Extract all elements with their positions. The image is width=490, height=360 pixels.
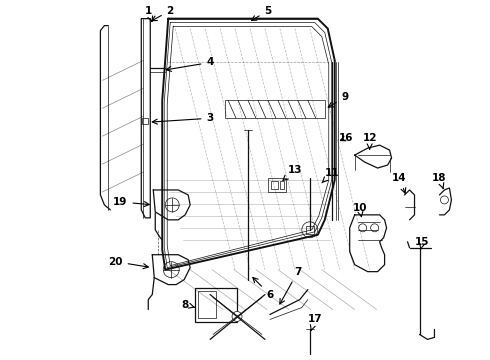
Text: 4: 4: [166, 58, 214, 71]
Circle shape: [359, 224, 367, 232]
Text: 11: 11: [322, 168, 339, 183]
Bar: [271, 181, 278, 189]
Text: 18: 18: [432, 173, 447, 189]
Circle shape: [441, 196, 448, 204]
Text: 14: 14: [392, 173, 407, 193]
Text: 1: 1: [145, 6, 153, 22]
Bar: [198, 291, 216, 319]
Circle shape: [370, 224, 379, 232]
Circle shape: [163, 262, 179, 278]
Text: 20: 20: [108, 257, 148, 269]
Text: 6: 6: [253, 278, 273, 300]
Text: 5: 5: [251, 6, 271, 21]
Text: 13: 13: [283, 165, 302, 180]
Text: 12: 12: [363, 133, 377, 149]
Bar: [268, 178, 286, 192]
Text: 7: 7: [280, 267, 301, 304]
Text: 19: 19: [113, 197, 149, 207]
Text: 8: 8: [182, 300, 195, 310]
Text: 9: 9: [328, 92, 348, 107]
Bar: [195, 288, 237, 323]
Text: 16: 16: [339, 133, 353, 143]
Circle shape: [232, 311, 242, 321]
Bar: [142, 118, 148, 124]
Text: 17: 17: [308, 314, 322, 330]
Bar: [306, 226, 314, 234]
Bar: [280, 181, 284, 189]
Text: 2: 2: [152, 6, 174, 21]
Text: 15: 15: [415, 237, 430, 249]
Circle shape: [302, 222, 318, 238]
Circle shape: [165, 198, 179, 212]
Text: 10: 10: [352, 203, 367, 217]
Bar: [225, 100, 325, 118]
Text: 3: 3: [152, 113, 214, 124]
